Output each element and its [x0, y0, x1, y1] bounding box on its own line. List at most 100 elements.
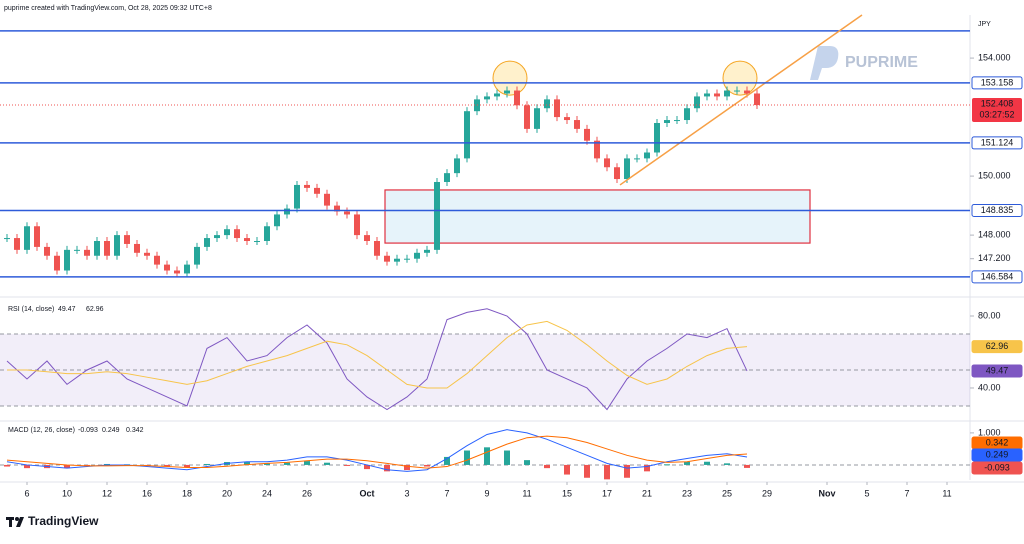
- candle: [664, 120, 670, 123]
- indicator-title: MACD (12, 26, close): [8, 427, 75, 434]
- legend-value: 62.96: [86, 306, 104, 313]
- candle: [734, 90, 740, 92]
- macd-histogram: [4, 464, 10, 467]
- legend-value: 49.47: [58, 306, 76, 313]
- macd-histogram: [184, 464, 190, 468]
- macd-histogram: [524, 460, 530, 465]
- highlight: [722, 60, 758, 96]
- candle: [244, 238, 250, 242]
- macd-histogram: [664, 464, 670, 466]
- candle: [694, 96, 700, 109]
- price-tag: [971, 448, 1023, 462]
- candle: [234, 229, 240, 239]
- candle: [284, 208, 290, 215]
- candle: [644, 152, 650, 159]
- x-tick-label: 25: [722, 488, 732, 498]
- candle: [214, 235, 220, 239]
- candle: [224, 229, 230, 236]
- candle: [384, 255, 390, 262]
- macd-line: [6, 435, 748, 469]
- candle: [514, 90, 520, 106]
- macd-histogram: [324, 462, 330, 465]
- macd-histogram: [604, 464, 610, 480]
- macd-histogram: [364, 464, 370, 470]
- candle: [674, 120, 680, 122]
- footer-logo: [6, 517, 24, 527]
- candle: [414, 252, 420, 259]
- macd-histogram: [704, 461, 710, 465]
- candle: [494, 93, 500, 97]
- legend-value: 0.249: [102, 427, 120, 434]
- candle: [34, 226, 40, 247]
- last-price-box: [972, 98, 1022, 123]
- candle: [314, 187, 320, 194]
- macd-histogram: [504, 450, 510, 465]
- x-tick-label: 6: [24, 488, 29, 498]
- price-tag-label: 153.158: [981, 77, 1014, 87]
- candle: [714, 93, 720, 97]
- candle: [74, 249, 80, 251]
- macd-histogram: [384, 464, 390, 472]
- candle: [424, 249, 430, 253]
- watermark: PUPRIME: [845, 54, 918, 71]
- macd-histogram: [424, 464, 430, 467]
- macd-histogram: [624, 464, 630, 478]
- candle: [254, 241, 260, 243]
- rsi-line: [6, 308, 748, 411]
- candle: [24, 226, 30, 250]
- candle: [94, 241, 100, 256]
- candle: [614, 167, 620, 180]
- trendline: [619, 14, 863, 186]
- macd-histogram: [244, 462, 250, 465]
- candle: [564, 117, 570, 121]
- candle: [334, 205, 340, 212]
- candle: [754, 93, 760, 106]
- price-tag-label: 148.835: [981, 205, 1014, 215]
- macd-histogram: [644, 464, 650, 472]
- candle: [324, 193, 330, 206]
- candle: [4, 238, 10, 240]
- macd-histogram: [264, 463, 270, 465]
- price-tag-label: -0.093: [984, 462, 1010, 472]
- price-tag-label: 0.342: [986, 437, 1009, 447]
- zone: [384, 189, 811, 244]
- macd-histogram: [724, 463, 730, 465]
- chart-title: puprime created with TradingView.com, Oc…: [4, 5, 212, 12]
- x-tick-label: 3: [404, 488, 409, 498]
- candle: [604, 158, 610, 168]
- candle: [594, 140, 600, 159]
- price-tag-label: 146.584: [981, 271, 1014, 281]
- candle: [64, 249, 70, 271]
- candle: [184, 264, 190, 274]
- price-tag: [971, 203, 1023, 217]
- highlight: [492, 60, 528, 96]
- price-tag: [971, 270, 1023, 284]
- candle: [54, 255, 60, 271]
- candle: [654, 122, 660, 153]
- price-tag: [971, 136, 1023, 150]
- legend-value: 0.342: [126, 427, 144, 434]
- candle: [144, 252, 150, 256]
- x-tick-label: 9: [484, 488, 489, 498]
- macd-histogram: [284, 462, 290, 465]
- macd-histogram: [484, 447, 490, 465]
- candle: [344, 211, 350, 215]
- candle: [634, 158, 640, 160]
- price-tag: [971, 461, 1023, 475]
- x-tick-label: 7: [904, 488, 909, 498]
- candle: [584, 128, 590, 141]
- macd-histogram: [344, 464, 350, 466]
- candle: [14, 238, 20, 250]
- candle: [434, 181, 440, 250]
- currency: JPY: [978, 21, 991, 28]
- y-tick-label: 1.000: [978, 427, 1001, 437]
- indicator-title: RSI (14, close): [8, 306, 54, 313]
- candle: [544, 99, 550, 109]
- y-tick-label: 150.000: [978, 170, 1011, 180]
- candle: [554, 99, 560, 118]
- x-tick-label: 12: [102, 488, 112, 498]
- candle: [454, 158, 460, 174]
- x-tick-label: 18: [182, 488, 192, 498]
- candle: [194, 246, 200, 265]
- x-tick-label: 10: [62, 488, 72, 498]
